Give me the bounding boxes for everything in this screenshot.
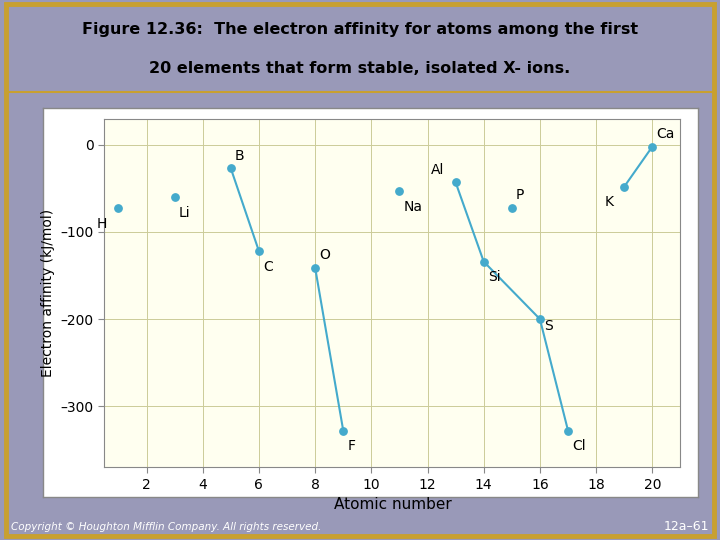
X-axis label: Atomic number: Atomic number — [333, 497, 451, 512]
Point — [562, 426, 574, 435]
Point — [113, 204, 125, 213]
Text: Si: Si — [488, 270, 500, 284]
Point — [450, 178, 462, 187]
Text: C: C — [263, 260, 273, 274]
Point — [618, 183, 630, 191]
Point — [169, 193, 181, 201]
Text: Ca: Ca — [657, 127, 675, 141]
Text: Li: Li — [179, 206, 190, 220]
Text: O: O — [319, 248, 330, 262]
Text: 20 elements that form stable, isolated X- ions.: 20 elements that form stable, isolated X… — [149, 62, 571, 76]
Point — [225, 164, 237, 173]
Y-axis label: Electron affinity (kJ/mol): Electron affinity (kJ/mol) — [41, 209, 55, 377]
Text: Na: Na — [404, 199, 423, 213]
Point — [310, 264, 321, 272]
Point — [394, 187, 405, 195]
Text: Al: Al — [431, 163, 444, 177]
Text: K: K — [605, 195, 613, 209]
Text: F: F — [347, 439, 356, 453]
Text: 12a–61: 12a–61 — [664, 520, 709, 533]
Text: H: H — [96, 217, 107, 231]
Point — [338, 426, 349, 435]
Text: P: P — [516, 188, 524, 202]
Point — [506, 203, 518, 212]
Text: B: B — [235, 149, 245, 163]
Text: Figure 12.36:  The electron affinity for atoms among the first: Figure 12.36: The electron affinity for … — [82, 22, 638, 37]
Point — [647, 143, 658, 151]
Text: Cl: Cl — [572, 439, 586, 453]
Point — [534, 315, 546, 323]
Point — [478, 257, 490, 266]
Text: S: S — [544, 319, 553, 333]
Point — [253, 247, 265, 255]
Text: Copyright © Houghton Mifflin Company. All rights reserved.: Copyright © Houghton Mifflin Company. Al… — [11, 522, 321, 532]
